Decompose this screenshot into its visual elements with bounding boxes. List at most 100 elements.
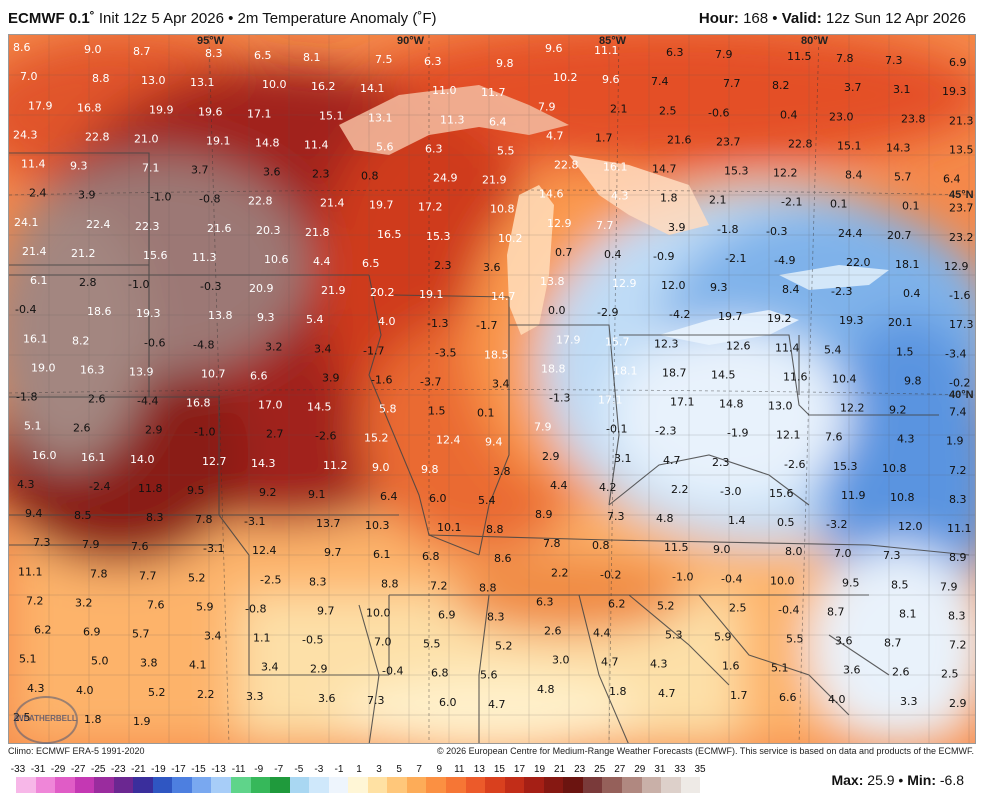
anomaly-value-label: 9.2 — [259, 486, 277, 499]
anomaly-value-label: 3.4 — [261, 661, 279, 674]
colorbar-swatch — [426, 777, 447, 793]
anomaly-map: 8.6 9.0 8.7 8.3 6.5 8.1 7.5 6.3 9.8 9.6 11.1 6.3 7.9… — [8, 34, 976, 744]
colorbar-tick-label: 17 — [513, 764, 526, 775]
weatherbell-logo: WEATHERBELL — [14, 696, 78, 744]
anomaly-value-label: 13.1 — [368, 111, 393, 124]
anomaly-value-label: 10.4 — [832, 372, 857, 385]
colorbar-swatch — [231, 777, 251, 793]
anomaly-value-label: 6.4 — [943, 173, 961, 186]
anomaly-value-label: 5.9 — [196, 601, 214, 614]
anomaly-value-label: 8.3 — [487, 611, 505, 624]
anomaly-value-label: 0.1 — [830, 198, 848, 211]
anomaly-value-label: 1.4 — [728, 514, 746, 527]
anomaly-value-label: 12.1 — [776, 429, 801, 442]
anomaly-value-label: 24.4 — [838, 227, 863, 240]
copyright-credit: © 2026 European Centre for Medium-Range … — [436, 746, 974, 756]
anomaly-value-label: 8.9 — [949, 551, 967, 564]
anomaly-value-label: 9.0 — [372, 461, 390, 474]
anomaly-value-label: 0.4 — [903, 287, 921, 300]
anomaly-value-label: 6.6 — [779, 691, 797, 704]
anomaly-value-label: 1.7 — [595, 131, 613, 144]
anomaly-value-label: 11.0 — [432, 84, 457, 97]
anomaly-value-label: 1.5 — [896, 345, 914, 358]
anomaly-value-label: 4.3 — [897, 433, 915, 446]
anomaly-value-label: 3.6 — [483, 261, 501, 274]
colorbar-swatch — [191, 777, 212, 793]
anomaly-value-label: 3.2 — [75, 597, 93, 610]
lat-40-label: 40°N — [949, 389, 974, 401]
anomaly-value-label: 18.5 — [484, 348, 509, 361]
anomaly-value-label: 3.1 — [893, 83, 911, 96]
colorbar-tick-label: -23 — [111, 764, 126, 775]
colorbar-tick-label: 21 — [554, 764, 566, 775]
colorbar-tick-label: -13 — [211, 764, 226, 775]
anomaly-value-label: 0.8 — [592, 539, 610, 552]
anomaly-value-label: 1.8 — [660, 192, 678, 205]
anomaly-value-label: -1.0 — [128, 278, 149, 291]
anomaly-value-label: 2.5 — [941, 668, 959, 681]
min-label: Min: — [907, 772, 936, 788]
anomaly-value-label: 5.2 — [657, 600, 675, 613]
anomaly-value-label: -0.4 — [15, 303, 36, 316]
anomaly-value-label: 19.0 — [31, 361, 56, 374]
anomaly-value-label: 10.2 — [553, 71, 578, 84]
anomaly-value-label: 8.7 — [884, 637, 902, 650]
colorbar-swatch — [661, 777, 681, 793]
anomaly-value-label: 19.9 — [149, 103, 174, 116]
anomaly-value-label: 2.9 — [145, 424, 163, 437]
anomaly-value-label: 12.4 — [436, 434, 461, 447]
anomaly-value-label: 8.1 — [899, 608, 917, 621]
anomaly-value-label: 14.1 — [360, 82, 385, 95]
anomaly-value-label: 18.6 — [87, 305, 112, 318]
anomaly-value-label: 16.5 — [377, 228, 402, 241]
anomaly-value-label: -3.4 — [945, 347, 966, 360]
colorbar-swatch — [602, 777, 622, 793]
colorbar-swatch — [504, 777, 525, 793]
anomaly-value-label: 5.1 — [24, 420, 42, 433]
colorbar-swatch — [406, 777, 427, 793]
anomaly-value-label: 5.4 — [824, 343, 842, 356]
anomaly-value-label: -3.7 — [420, 375, 441, 388]
anomaly-value-label: 15.3 — [724, 165, 749, 178]
anomaly-value-label: 0.4 — [780, 108, 798, 121]
anomaly-value-label: 17.1 — [598, 394, 623, 407]
anomaly-value-label: 9.7 — [317, 605, 335, 618]
colorbar-swatch — [680, 777, 701, 793]
colorbar-swatch — [35, 777, 56, 793]
colorbar-swatch — [94, 777, 114, 793]
lat-lon-lines — [9, 35, 975, 743]
anomaly-value-label: -1.3 — [549, 392, 570, 405]
anomaly-value-label: 14.8 — [255, 136, 280, 149]
anomaly-value-label: -3.2 — [826, 518, 847, 531]
colorbar-tick-label: -1 — [334, 764, 344, 775]
hour-value: 168 — [743, 10, 769, 27]
anomaly-value-label: 5.7 — [132, 628, 150, 641]
anomaly-value-label: 8.4 — [782, 283, 800, 296]
anomaly-value-label: 4.8 — [537, 683, 555, 696]
anomaly-value-label: 14.3 — [251, 457, 276, 470]
anomaly-value-label: 6.9 — [83, 626, 101, 639]
anomaly-value-label: 7.9 — [940, 580, 958, 593]
anomaly-value-label: 9.6 — [545, 42, 563, 55]
header-title: ECMWF 0.1˚ Init 12z 5 Apr 2026 • 2m Temp… — [8, 10, 437, 27]
anomaly-value-label: 4.3 — [17, 478, 35, 491]
anomaly-value-label: -0.1 — [606, 423, 627, 436]
max-label: Max: — [831, 772, 864, 788]
anomaly-value-label: 2.1 — [610, 102, 628, 115]
colorbar-tick-label: -31 — [30, 764, 46, 775]
anomaly-value-label: 10.2 — [498, 232, 523, 245]
anomaly-value-label: 6.2 — [34, 624, 52, 637]
anomaly-value-label: 21.4 — [320, 197, 345, 210]
anomaly-value-label: 8.3 — [146, 511, 164, 524]
colorbar-tick-label: 5 — [396, 764, 402, 775]
anomaly-value-label: 19.7 — [369, 199, 394, 212]
anomaly-value-label: 8.5 — [891, 578, 909, 591]
colorbar-tick-label: 1 — [356, 764, 362, 775]
colorbar-tick-label: 25 — [594, 764, 606, 775]
anomaly-value-label: 8.2 — [772, 79, 790, 92]
anomaly-value-label: 3.8 — [493, 465, 511, 478]
max-min-readout: Max: 25.9 • Min: -6.8 — [831, 772, 964, 788]
anomaly-value-label: -0.2 — [600, 568, 621, 581]
colorbar-swatch — [446, 777, 466, 793]
colorbar-swatch — [543, 777, 564, 793]
